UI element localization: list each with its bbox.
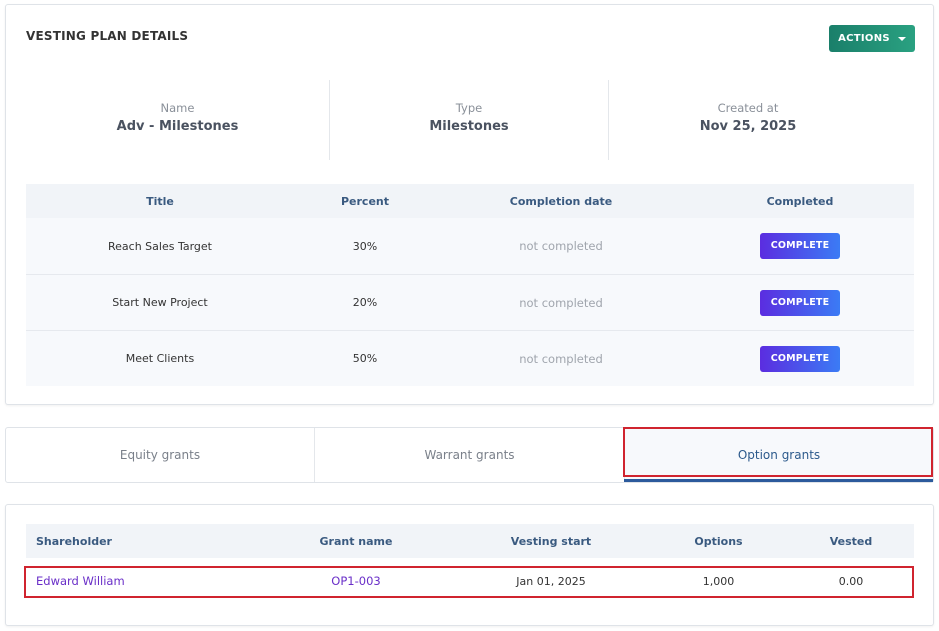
milestone-percent: 20% (352, 296, 378, 309)
divider (329, 80, 330, 160)
milestone-title: Start New Project (112, 296, 208, 309)
tab-equity-grants[interactable]: Equity grants (119, 448, 201, 462)
column-header: Vested (829, 534, 873, 548)
divider (314, 428, 315, 482)
milestone-completion-date: not completed (519, 239, 603, 253)
complete-button[interactable]: COMPLETE (760, 233, 840, 259)
grant-name-cell: OP1-003 (286, 558, 426, 604)
table-row: Meet Clients 50% not completed COMPLETE (26, 330, 914, 386)
column-header: Completed (766, 194, 834, 208)
vesting-start: Jan 01, 2025 (516, 574, 586, 588)
option-grants-card: Shareholder Grant name Vesting start Opt… (5, 504, 934, 626)
divider (608, 80, 609, 160)
grant-tabs: Equity grants Warrant grants Option gran… (5, 427, 934, 483)
milestone-title: Meet Clients (125, 352, 195, 365)
column-header: Shareholder (36, 534, 112, 548)
table-header: Shareholder Grant name Vesting start Opt… (26, 524, 914, 558)
actions-button-label: ACTIONS (838, 33, 890, 44)
info-value: Nov 25, 2025 (699, 119, 797, 134)
options-count: 1,000 (702, 574, 735, 588)
column-header: Grant name (319, 534, 393, 548)
info-value: Adv - Milestones (116, 119, 239, 134)
milestone-completion-date: not completed (519, 295, 603, 310)
grant-name-link[interactable]: OP1-003 (331, 574, 381, 588)
grants-table: Shareholder Grant name Vesting start Opt… (26, 524, 914, 604)
complete-button[interactable]: COMPLETE (760, 289, 840, 316)
tab-option-grants[interactable]: Option grants (625, 428, 933, 482)
complete-button[interactable]: COMPLETE (760, 345, 840, 372)
milestone-completion-date: not completed (519, 351, 603, 366)
column-header: Percent (340, 194, 390, 208)
column-header: Completion date (509, 194, 613, 208)
column-header: Options (694, 534, 743, 548)
table-row: Reach Sales Target 30% not completed COM… (26, 218, 914, 274)
column-header: Vesting start (510, 534, 592, 548)
caret-down-icon (897, 36, 906, 41)
milestone-completed-cell: COMPLETE (686, 233, 914, 259)
active-tab-indicator (624, 479, 933, 482)
table-row[interactable]: Edward William OP1-003 Jan 01, 2025 1,00… (26, 558, 914, 604)
info-label: Type (455, 101, 483, 115)
highlight-box (24, 566, 914, 598)
highlight-box (623, 427, 933, 477)
info-label: Created at (717, 101, 779, 115)
column-header: Title (146, 194, 174, 208)
table-row: Start New Project 20% not completed COMP… (26, 274, 914, 330)
tab-warrant-grants[interactable]: Warrant grants (424, 448, 515, 462)
milestones-table: Title Percent Completion date Completed … (26, 184, 914, 386)
page-title: VESTING PLAN DETAILS (26, 29, 189, 43)
vested-amount: 0.00 (838, 574, 864, 588)
info-type: Type Milestones (330, 80, 608, 160)
vesting-plan-card: VESTING PLAN DETAILS ACTIONS Name Adv - … (5, 4, 934, 405)
table-header: Title Percent Completion date Completed (26, 184, 914, 218)
milestone-completed-cell: COMPLETE (686, 345, 914, 372)
info-name: Name Adv - Milestones (26, 80, 329, 160)
milestone-percent: 30% (352, 239, 378, 253)
actions-button[interactable]: ACTIONS (829, 25, 915, 52)
info-created-at: Created at Nov 25, 2025 (609, 80, 887, 160)
info-value: Milestones (429, 119, 509, 134)
milestone-title: Reach Sales Target (108, 239, 212, 253)
shareholder-cell: Edward William (36, 558, 236, 604)
milestone-percent: 50% (352, 352, 378, 365)
shareholder-link[interactable]: Edward William (36, 574, 125, 588)
info-label: Name (160, 101, 195, 115)
milestone-completed-cell: COMPLETE (686, 289, 914, 316)
